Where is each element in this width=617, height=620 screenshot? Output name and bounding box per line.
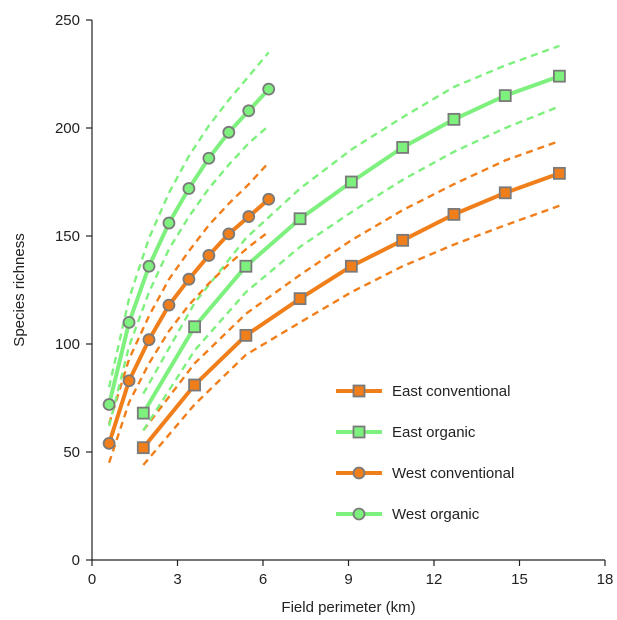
west-organic-point: [262, 82, 276, 96]
east-organic-point: [447, 112, 461, 126]
west-conventional-point: [262, 192, 276, 206]
x-tick-label: 6: [259, 571, 267, 588]
east-organic-point: [188, 320, 202, 334]
west-organic-point: [142, 259, 156, 273]
legend-marker: [352, 384, 366, 398]
x-tick-label: 9: [344, 571, 352, 588]
west-organic-point: [222, 125, 236, 139]
west-conventional-point: [202, 249, 216, 262]
east-conventional-point: [447, 207, 461, 221]
y-axis-label: Species richness: [11, 233, 28, 346]
west-organic-point: [242, 104, 256, 118]
east-conventional-point: [136, 441, 150, 455]
y-tick-label: 100: [55, 336, 80, 353]
east-conventional-lower-ci: [142, 204, 560, 466]
west-organic-point: [102, 398, 116, 411]
series-west-organic: [102, 51, 276, 427]
legend-label: West conventional: [392, 465, 514, 482]
west-conventional-point: [162, 298, 176, 312]
legend-marker: [352, 425, 366, 439]
east-organic-lower-ci: [142, 105, 560, 432]
y-tick-label: 50: [63, 444, 80, 461]
west-organic-point: [202, 151, 216, 165]
legend-item-west-conventional: West conventional: [336, 465, 514, 482]
west-conventional-point: [242, 210, 256, 223]
west-conventional-point: [182, 272, 196, 286]
legend-label: East conventional: [392, 383, 510, 400]
east-organic-point: [344, 175, 358, 189]
series-east-organic: [136, 44, 566, 432]
x-tick-label: 0: [88, 571, 96, 588]
east-organic-point: [498, 89, 512, 102]
plot-area: [102, 44, 566, 466]
west-organic-point: [122, 315, 136, 329]
east-organic-point: [293, 212, 307, 226]
east-organic-point: [553, 69, 566, 83]
east-conventional-upper-ci: [142, 139, 560, 432]
y-tick-label: 150: [55, 228, 80, 245]
west-organic-point: [162, 216, 176, 230]
east-conventional-point: [293, 292, 307, 306]
axes: 0 3 6 9 12 15 18 0 50 100 150 200 250 Field perimet…: [11, 12, 613, 616]
east-organic-point: [239, 259, 253, 273]
east-organic-point: [136, 406, 150, 420]
x-tick-label: 3: [173, 571, 181, 588]
y-tick-label: 200: [55, 120, 80, 137]
series-east-conventional: [136, 139, 566, 466]
west-conventional-point: [142, 333, 156, 347]
x-ticks: 0 3 6 9 12 15 18: [88, 560, 614, 588]
west-conventional-point: [122, 374, 136, 388]
y-ticks: 0 50 100 150 200 250: [55, 12, 92, 569]
east-conventional-point: [498, 186, 512, 200]
y-tick-label: 250: [55, 12, 80, 29]
x-axis-label: Field perimeter (km): [281, 599, 415, 616]
legend: East conventional East organic West conven…: [336, 383, 514, 523]
east-conventional-point: [188, 378, 202, 392]
x-tick-label: 12: [426, 571, 443, 588]
east-conventional-point: [553, 166, 566, 180]
legend-item-east-organic: East organic: [336, 424, 476, 441]
east-organic-upper-ci: [142, 44, 560, 395]
legend-label: West organic: [392, 506, 480, 523]
legend-label: East organic: [392, 424, 476, 441]
legend-item-east-conventional: East conventional: [336, 383, 510, 400]
west-organic-upper-ci: [107, 51, 270, 388]
west-organic-point: [182, 182, 196, 195]
east-conventional-point: [396, 233, 410, 247]
west-organic-lower-ci: [107, 124, 270, 427]
legend-marker: [352, 507, 366, 521]
east-organic-point: [396, 141, 410, 154]
legend-marker: [352, 466, 366, 480]
x-tick-label: 15: [511, 571, 528, 588]
east-conventional-point: [344, 259, 358, 273]
east-conventional-point: [239, 328, 253, 342]
west-conventional-lower-ci: [107, 230, 270, 464]
x-tick-label: 18: [597, 571, 614, 588]
y-tick-label: 0: [72, 552, 80, 569]
series-west-conventional: [102, 161, 276, 464]
legend-item-west-organic: West organic: [336, 506, 480, 523]
west-conventional-point: [222, 227, 236, 241]
west-conventional-point: [102, 436, 116, 450]
east-organic-line: [141, 74, 561, 415]
